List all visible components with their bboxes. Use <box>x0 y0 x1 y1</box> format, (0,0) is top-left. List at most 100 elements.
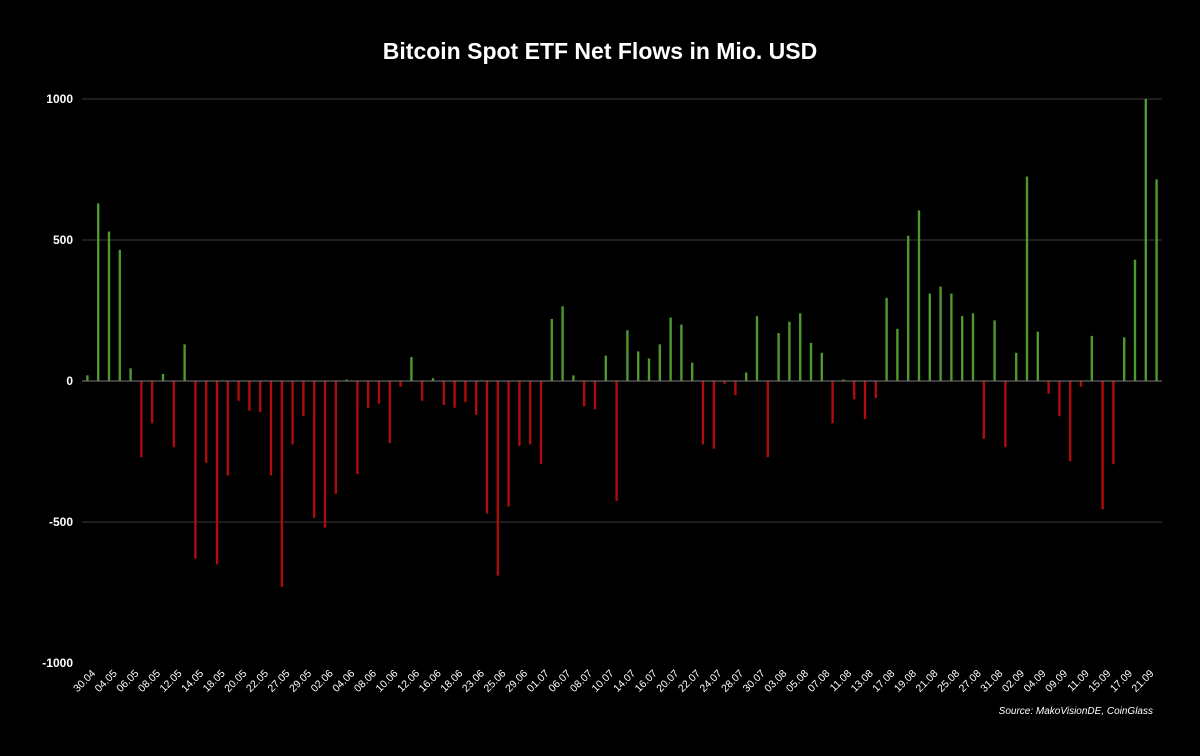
bar-positive <box>107 231 111 381</box>
bar-negative <box>291 381 294 445</box>
y-tick-label: 500 <box>53 233 73 247</box>
bar-positive <box>345 379 348 381</box>
bar-positive <box>658 344 661 381</box>
x-tick-label: 07.08 <box>805 668 832 695</box>
bar-negative <box>496 381 499 576</box>
bar-positive <box>777 333 780 381</box>
bar-positive <box>118 249 121 381</box>
bar-negative <box>518 381 521 446</box>
bar-negative <box>323 381 327 528</box>
bar-negative <box>615 381 618 501</box>
x-tick-label: 11.08 <box>828 668 855 695</box>
bar-negative <box>712 381 715 449</box>
x-tick-label: 16.06 <box>417 668 444 695</box>
bar-negative <box>1047 381 1050 394</box>
bar-positive <box>669 317 672 381</box>
bar-positive <box>561 306 564 381</box>
bar-negative <box>874 381 877 398</box>
bar-negative <box>1058 381 1061 417</box>
bar-negative <box>529 381 532 445</box>
bar-negative <box>388 381 391 444</box>
x-tick-label: 22.07 <box>676 668 703 695</box>
bar-negative <box>280 381 283 587</box>
bar-negative <box>151 381 154 424</box>
y-tick-label: 0 <box>66 374 73 388</box>
bar-negative <box>1079 381 1083 387</box>
bar-positive <box>86 375 89 381</box>
bar-negative <box>313 381 316 518</box>
x-tick-label: 21.08 <box>913 668 940 695</box>
bar-positive <box>410 357 413 381</box>
bar-negative <box>539 381 543 465</box>
bar-positive <box>939 286 942 381</box>
x-tick-label: 12.05 <box>157 668 184 695</box>
bar-negative <box>485 381 489 514</box>
x-tick-label: 12.06 <box>395 668 422 695</box>
x-tick-label: 18.05 <box>201 668 228 695</box>
bar-positive <box>1155 179 1158 381</box>
bar-positive <box>993 320 996 381</box>
y-tick-label: -1000 <box>42 656 73 670</box>
bar-negative <box>831 381 834 424</box>
bar-negative <box>237 381 240 401</box>
bar-negative <box>302 381 305 417</box>
bar-positive <box>604 355 607 381</box>
x-tick-label: 17.08 <box>870 668 897 695</box>
bar-negative <box>442 381 445 405</box>
y-tick-label: -500 <box>49 515 73 529</box>
x-tick-label: 24.07 <box>697 668 724 695</box>
bar-positive <box>680 324 683 381</box>
bar-positive <box>885 297 888 381</box>
x-tick-label: 19.08 <box>892 668 919 695</box>
bar-negative <box>583 381 586 407</box>
bar-positive <box>896 328 899 381</box>
y-axis-ticks: 1000 500 0 -500 -1000 <box>42 92 73 670</box>
bar-negative <box>1069 381 1072 462</box>
bar-positive <box>961 316 964 381</box>
bar-negative <box>172 381 175 448</box>
x-tick-label: 02.09 <box>1000 668 1027 695</box>
bar-positive <box>1144 99 1147 381</box>
bar-negative <box>453 381 456 408</box>
x-tick-label: 23.06 <box>460 668 487 695</box>
bar-positive <box>842 379 845 381</box>
bar-negative <box>248 381 251 411</box>
x-tick-label: 10.07 <box>589 668 616 695</box>
x-tick-label: 13.08 <box>849 668 876 695</box>
bar-negative <box>399 381 402 387</box>
bar-negative <box>356 381 359 475</box>
chart-title: Bitcoin Spot ETF Net Flows in Mio. USD <box>382 38 818 64</box>
bar-negative <box>226 381 229 476</box>
x-tick-label: 01.07 <box>525 668 552 695</box>
bar-positive <box>799 313 802 381</box>
x-axis-ticks: 30.0404.0506.0508.0512.0514.0518.0520.05… <box>71 668 1157 695</box>
bar-positive <box>907 235 910 381</box>
bar-negative <box>269 381 273 476</box>
x-tick-label: 09.09 <box>1043 668 1070 695</box>
bar-negative <box>1101 381 1104 510</box>
bar-negative <box>701 381 705 445</box>
bar-negative <box>464 381 467 403</box>
x-tick-label: 06.07 <box>546 668 573 695</box>
x-tick-label: 06.05 <box>114 668 141 695</box>
bar-positive <box>637 351 640 381</box>
x-tick-label: 20.07 <box>654 668 681 695</box>
bar-positive <box>928 293 931 381</box>
bar-negative <box>367 381 370 408</box>
bar-negative <box>863 381 867 420</box>
x-tick-label: 30.04 <box>71 668 98 695</box>
bar-negative <box>734 381 737 396</box>
bar-positive <box>647 358 651 381</box>
bar-positive <box>431 378 435 381</box>
gridlines <box>82 98 1162 523</box>
bar-negative <box>259 381 262 413</box>
source-note: Source: MakoVisionDE, CoinGlass <box>998 706 1153 717</box>
bar-negative <box>982 381 985 439</box>
x-tick-label: 29.06 <box>503 668 530 695</box>
bar-positive <box>788 321 791 381</box>
bar-positive <box>183 344 186 381</box>
x-tick-label: 14.07 <box>611 668 638 695</box>
x-tick-label: 28.07 <box>719 668 746 695</box>
bar-positive <box>1123 337 1126 381</box>
